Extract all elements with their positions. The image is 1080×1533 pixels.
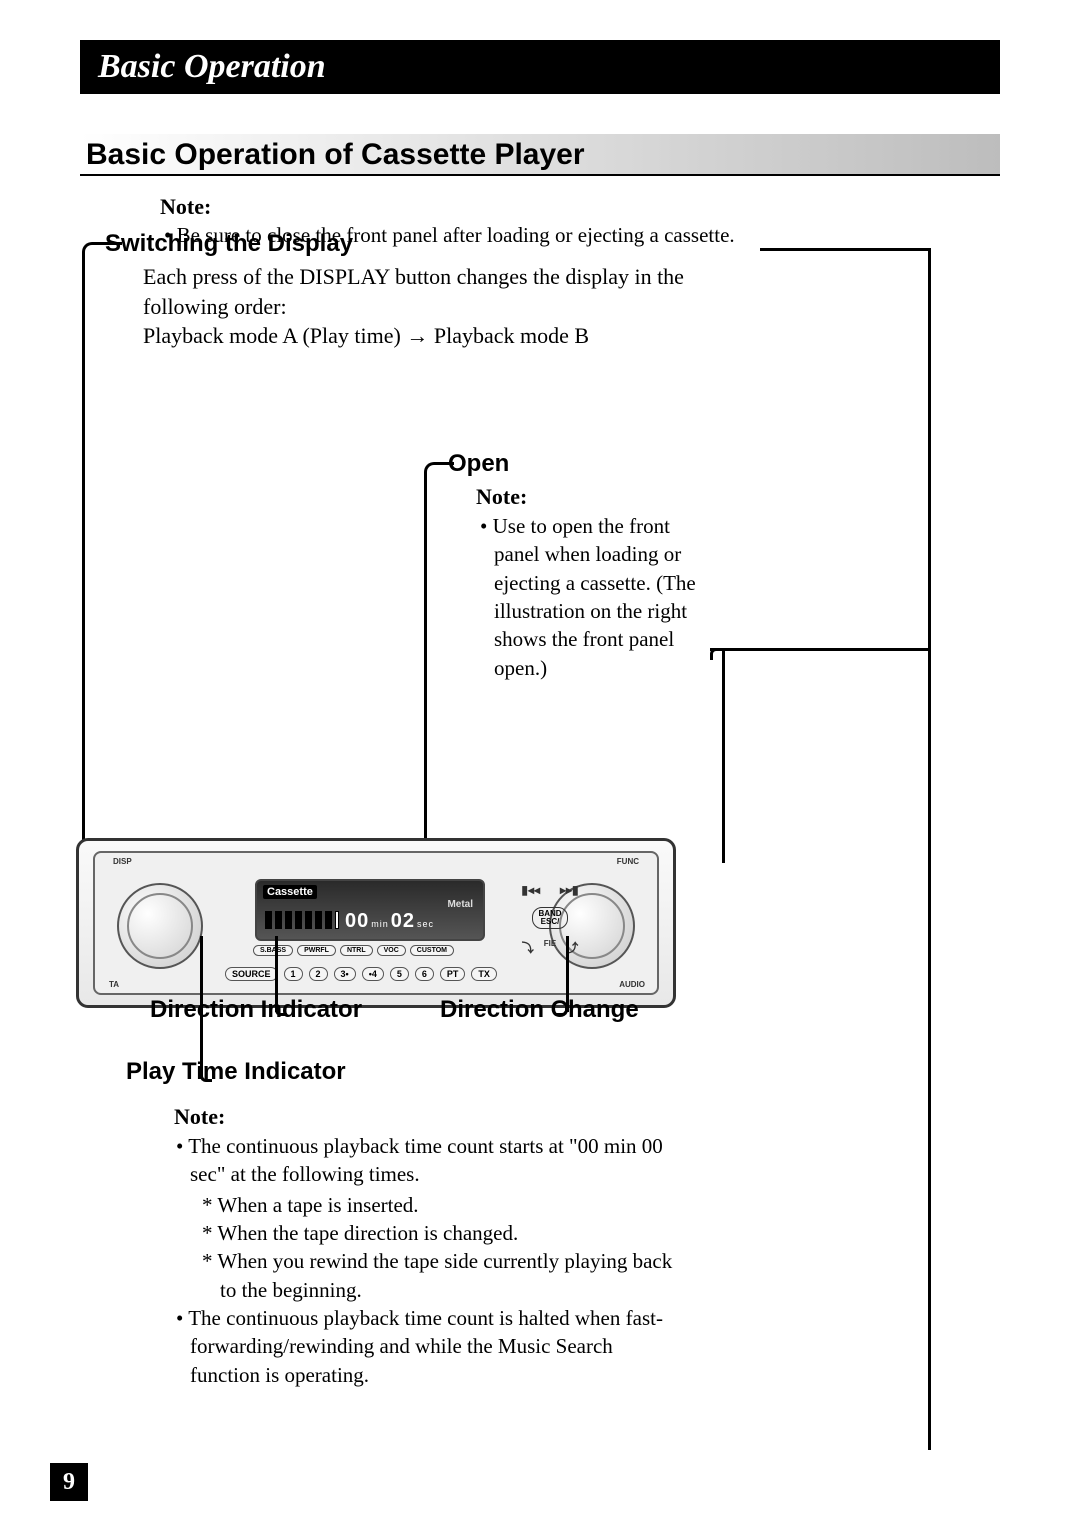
pt-b2a: * When a tape is inserted. bbox=[174, 1191, 686, 1219]
eq-row: S.BASS PWRFL NTRL VOC CUSTOM bbox=[253, 945, 454, 956]
prev-icon: ▮◂◂ bbox=[521, 883, 540, 897]
dir-change-label: Direction Change bbox=[440, 996, 639, 1024]
pt-b2c: * When you rewind the tape side currentl… bbox=[174, 1247, 686, 1304]
number-row: SOURCE 1 2 3• •4 5 6 PT TX bbox=[225, 967, 537, 981]
btn-1: 1 bbox=[284, 967, 303, 981]
switching-title: Switching the Display bbox=[105, 230, 765, 258]
source-button: SOURCE bbox=[225, 967, 278, 981]
lcd-time: 00min02sec bbox=[345, 910, 436, 933]
switching-leader bbox=[82, 258, 85, 862]
next-icon: ▸▸▮ bbox=[560, 883, 579, 897]
device-illustration: DISP FUNC TA AUDIO Cassette Metal 00min0… bbox=[76, 838, 676, 1008]
switching-block: Switching the Display Each press of the … bbox=[105, 230, 765, 351]
left-knob bbox=[117, 883, 203, 969]
right-leader-h bbox=[760, 248, 928, 251]
btn-6: 6 bbox=[415, 967, 434, 981]
band-button: BANDESC/ bbox=[532, 907, 567, 929]
playtime-note-label: Note: bbox=[174, 1104, 686, 1130]
open-note-label: Note: bbox=[476, 484, 708, 510]
open-title: Open bbox=[448, 450, 708, 478]
lcd-bars bbox=[265, 911, 339, 929]
dir-indicator-label: Direction Indicator bbox=[150, 996, 362, 1024]
btn-2: 2 bbox=[309, 967, 328, 981]
header-title: Basic Operation bbox=[98, 48, 326, 85]
btn-pt: PT bbox=[440, 967, 466, 981]
btn-tx: TX bbox=[471, 967, 497, 981]
open-leader bbox=[424, 478, 427, 862]
btn-3: 3• bbox=[334, 967, 356, 981]
btn-4: •4 bbox=[362, 967, 384, 981]
lcd-metal: Metal bbox=[447, 899, 473, 910]
pt-b1a: • The continuous playback time count sta… bbox=[174, 1132, 686, 1189]
open-block: Open Note: • Use to open the front panel… bbox=[448, 450, 708, 682]
pt-b1b: • The continuous playback time count is … bbox=[174, 1304, 686, 1389]
switching-body: Each press of the DISPLAY button changes… bbox=[143, 262, 765, 351]
lcd-screen: Cassette Metal 00min02sec bbox=[255, 879, 485, 941]
mid-buttons: ▮◂◂ ▸▸▮ BANDESC/ ⤵ FIE ⤴ bbox=[495, 883, 605, 966]
audio-label: AUDIO bbox=[619, 980, 645, 989]
playtime-leader bbox=[200, 936, 203, 1078]
right-leader-v bbox=[928, 248, 931, 1450]
open-bullet: • Use to open the front panel when loadi… bbox=[476, 512, 708, 682]
playtime-title: Play Time Indicator bbox=[126, 1058, 686, 1086]
device-inner: DISP FUNC TA AUDIO Cassette Metal 00min0… bbox=[93, 851, 659, 995]
note-label: Note: bbox=[160, 194, 980, 220]
open-hook bbox=[710, 648, 720, 660]
lcd-tag: Cassette bbox=[263, 885, 317, 899]
page-number: 9 bbox=[50, 1463, 88, 1501]
open-right-h bbox=[710, 648, 928, 651]
playtime-block: Play Time Indicator Note: • The continuo… bbox=[126, 1058, 686, 1391]
arrow-icon: → bbox=[406, 323, 428, 348]
func-label: FUNC bbox=[617, 857, 639, 866]
ta-label: TA bbox=[109, 980, 119, 989]
header-bar: Basic Operation bbox=[80, 40, 1000, 94]
pt-b2b: * When the tape direction is changed. bbox=[174, 1219, 686, 1247]
btn-5: 5 bbox=[390, 967, 409, 981]
disp-label: DISP bbox=[113, 857, 132, 866]
subheader-bar: Basic Operation of Cassette Player bbox=[80, 134, 1000, 176]
subheader-title: Basic Operation of Cassette Player bbox=[86, 138, 994, 172]
open-right-v bbox=[722, 648, 725, 863]
